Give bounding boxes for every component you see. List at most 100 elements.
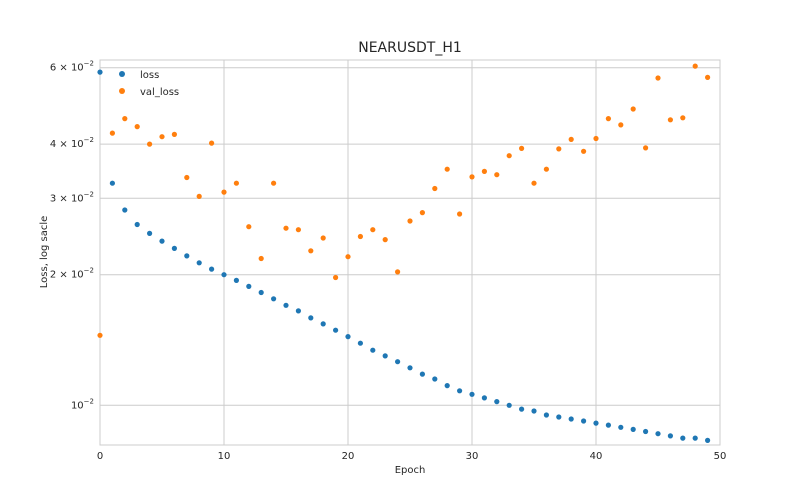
data-point: [605, 116, 612, 122]
data-point: [618, 122, 624, 128]
data-point: [630, 426, 636, 432]
data-point: [568, 136, 574, 142]
data-point: [680, 435, 686, 441]
x-tick-label: 40: [590, 451, 603, 462]
data-point: [171, 131, 177, 137]
data-point: [494, 172, 500, 178]
data-point: [581, 418, 587, 424]
data-point: [97, 332, 103, 338]
chart-title: NEARUSDT_H1: [358, 40, 462, 56]
data-point: [469, 174, 475, 180]
data-point: [519, 145, 525, 151]
x-tick-label: 10: [218, 451, 231, 462]
series-val-loss: [97, 63, 711, 338]
data-point: [643, 145, 649, 151]
data-point: [320, 321, 326, 327]
data-point: [109, 130, 115, 136]
data-point: [109, 180, 115, 186]
data-point: [196, 260, 202, 266]
legend-label-loss: loss: [140, 70, 159, 81]
data-point: [556, 146, 562, 152]
x-tick-label: 20: [342, 451, 355, 462]
x-tick-label: 50: [714, 451, 727, 462]
legend-marker-loss: [119, 71, 125, 77]
data-point: [295, 308, 301, 314]
data-point: [209, 140, 215, 146]
data-point: [543, 412, 550, 418]
data-point: [246, 283, 252, 289]
data-point: [395, 359, 401, 365]
data-point: [395, 269, 401, 275]
x-tick-label: 0: [97, 451, 103, 462]
data-point: [680, 115, 686, 121]
data-point: [122, 207, 128, 213]
series-loss: [97, 69, 711, 443]
data-point: [134, 124, 140, 130]
data-point: [667, 433, 674, 439]
data-point: [209, 266, 215, 272]
data-point: [407, 365, 413, 371]
data-point: [345, 334, 351, 340]
data-point: [593, 135, 599, 142]
data-point: [643, 428, 649, 435]
data-point: [457, 388, 463, 394]
data-point: [705, 437, 711, 443]
data-point: [283, 225, 289, 231]
data-point: [233, 277, 239, 283]
data-point: [630, 106, 636, 112]
x-tick-label: 30: [466, 451, 479, 462]
y-axis-label: Loss, log sacle: [39, 216, 50, 288]
data-point: [246, 224, 252, 230]
points-layer: [97, 63, 711, 443]
y-tick-label: 4 × 10−2: [50, 136, 94, 150]
data-point: [581, 148, 587, 154]
data-point: [444, 383, 450, 389]
data-point: [506, 153, 512, 159]
data-point: [692, 63, 698, 69]
data-point: [258, 289, 264, 296]
data-point: [357, 340, 363, 346]
grid-layer: [99, 60, 721, 445]
data-point: [519, 406, 525, 412]
plot-frame: [99, 59, 721, 446]
x-axis-label: Epoch: [395, 465, 426, 476]
data-point: [568, 416, 574, 422]
data-point: [481, 168, 487, 174]
x-ticks: 0 10 20 30 40 50: [97, 451, 727, 462]
data-point: [419, 371, 425, 377]
legend-marker-val-loss: [119, 88, 125, 94]
data-point: [655, 75, 661, 81]
data-point: [308, 248, 314, 254]
y-tick-label: 2 × 10−2: [50, 267, 94, 281]
legend-label-val-loss: val_loss: [140, 87, 179, 98]
data-point: [122, 116, 128, 122]
data-point: [271, 296, 277, 302]
data-point: [184, 174, 190, 181]
data-point: [258, 255, 264, 262]
data-point: [481, 395, 487, 401]
data-point: [593, 420, 599, 426]
data-point: [618, 424, 624, 430]
data-point: [432, 376, 438, 382]
y-tick-label: 3 × 10−2: [50, 190, 94, 204]
data-point: [333, 327, 339, 333]
data-point: [171, 245, 177, 251]
data-point: [320, 235, 326, 241]
data-point: [345, 254, 351, 260]
data-point: [667, 117, 674, 123]
y-tick-label: 10−2: [71, 397, 94, 411]
data-point: [196, 193, 202, 199]
data-point: [357, 233, 363, 240]
data-point: [283, 302, 289, 308]
y-ticks: 10−2 2 × 10−2 3 × 10−2 4 × 10−2 6 × 10−2: [50, 60, 94, 412]
data-point: [531, 180, 537, 186]
data-point: [444, 166, 450, 172]
data-point: [147, 141, 153, 147]
data-point: [147, 230, 153, 236]
data-point: [233, 180, 239, 186]
data-point: [97, 69, 103, 75]
data-point: [432, 185, 438, 192]
data-point: [494, 399, 500, 405]
data-point: [469, 391, 475, 397]
